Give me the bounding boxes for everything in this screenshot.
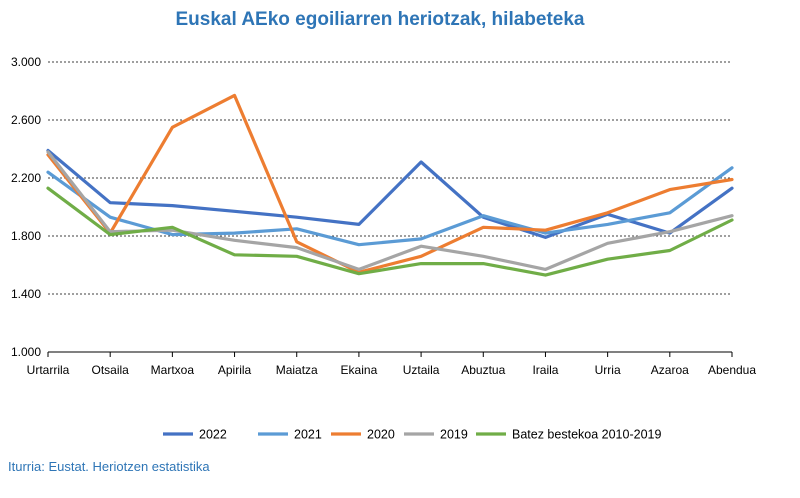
legend-label: Batez bestekoa 2010-2019 [512, 428, 661, 442]
y-tick-label: 2.600 [11, 113, 41, 127]
x-tick-label: Uztaila [403, 363, 440, 377]
x-tick-label: Apirila [218, 363, 252, 377]
y-tick-label: 1.400 [11, 287, 41, 301]
x-tick-label: Urtarrila [27, 363, 70, 377]
source-note: Iturria: Eustat. Heriotzen estatistika [8, 459, 210, 474]
x-tick-label: Ekaina [341, 363, 378, 377]
x-tick-label: Abuztua [461, 363, 505, 377]
x-tick-label: Urria [595, 363, 621, 377]
y-tick-label: 2.200 [11, 171, 41, 185]
chart-title: Euskal AEko egoiliarren heriotzak, hilab… [175, 9, 584, 30]
y-tick-label: 1.800 [11, 229, 41, 243]
x-axis: Urtarrila Otsaila Martxoa Apirila Maiatza Eka… [27, 352, 756, 377]
x-tick-label: Maiatza [276, 363, 318, 377]
legend-label: 2021 [294, 428, 322, 442]
legend-label: 2022 [199, 428, 227, 442]
series-line-0 [46, 148, 734, 239]
x-tick-label: Abendua [708, 363, 756, 377]
series-line-4 [46, 186, 734, 277]
series-line-3 [46, 150, 734, 271]
series-line-2 [46, 93, 734, 274]
x-tick-label: Otsaila [92, 363, 130, 377]
gridlines [48, 61, 732, 353]
y-axis-ticks: 1.000 1.400 1.800 2.200 2.600 3.000 [11, 55, 41, 359]
legend-label: 2020 [367, 428, 395, 442]
legend: 2022 2021 2020 2019 Batez bestekoa 2010-2019 [163, 428, 661, 442]
x-tick-label: Iraila [532, 363, 558, 377]
legend-label: 2019 [440, 428, 468, 442]
series-lines [46, 93, 734, 277]
x-tick-label: Martxoa [151, 363, 195, 377]
y-tick-label: 3.000 [11, 55, 41, 69]
x-tick-label: Azaroa [651, 363, 689, 377]
y-tick-label: 1.000 [11, 345, 41, 359]
